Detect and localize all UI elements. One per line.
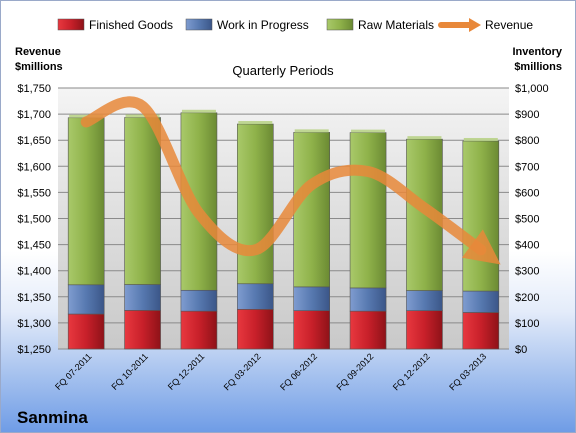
right-tick-label: $900 (515, 109, 539, 121)
bar-raw-materials (462, 140, 500, 292)
bar-top-cap (407, 136, 442, 140)
bar-work-in-progress (349, 287, 387, 312)
left-tick-label: $1,700 (17, 109, 51, 121)
left-axis-label-line2: $millions (15, 61, 63, 73)
bar-top-cap (351, 129, 386, 133)
left-tick-label: $1,600 (17, 161, 51, 173)
left-tick-label: $1,450 (17, 240, 51, 252)
chart-title: Quarterly Periods (232, 63, 334, 78)
bar-top-cap (463, 137, 498, 141)
x-tick-label: FQ 09-2012 (334, 351, 375, 392)
left-tick-label: $1,650 (17, 135, 51, 147)
legend-arrow-icon (469, 18, 481, 32)
bar-finished-goods (237, 309, 274, 350)
x-tick-label: FQ 10-2011 (109, 351, 150, 392)
left-tick-label: $1,350 (17, 292, 51, 304)
bar-top-cap (238, 121, 273, 125)
left-tick-label: $1,500 (17, 214, 51, 226)
bar-raw-materials (293, 132, 330, 288)
legend-swatch (57, 18, 85, 31)
x-axis-ticks: FQ 07-2011 FQ 10-2011 FQ 12-2011 FQ 03-2012… (53, 351, 488, 392)
bar-work-in-progress (293, 286, 330, 311)
bar-raw-materials (349, 132, 387, 289)
bar-work-in-progress (237, 283, 274, 310)
bar-raw-materials (67, 117, 105, 286)
bar-work-in-progress (462, 290, 500, 313)
left-tick-label: $1,400 (17, 266, 51, 278)
company-name: Sanmina (17, 408, 88, 427)
bar-finished-goods (406, 310, 443, 350)
x-tick-label: FQ 03-2013 (447, 351, 488, 392)
bar-raw-materials (237, 123, 274, 285)
left-axis-ticks: $1,250 $1,300 $1,350 $1,400 $1,450 $1,500 $1,5… (17, 83, 51, 356)
x-tick-label: FQ 12-2011 (166, 351, 207, 392)
left-tick-label: $1,750 (17, 83, 51, 95)
right-axis-label-line2: $millions (514, 61, 562, 73)
left-axis-label-line1: Revenue (15, 46, 61, 58)
bar-top-cap (294, 129, 329, 133)
legend-label: Raw Materials (358, 18, 434, 32)
bar-finished-goods (349, 310, 387, 350)
x-tick-label: FQ 07-2011 (53, 351, 94, 392)
bar-raw-materials (124, 117, 161, 285)
bar-top-cap (181, 109, 216, 113)
right-tick-label: $700 (515, 161, 539, 173)
legend-swatch (185, 18, 213, 31)
right-tick-label: $800 (515, 135, 539, 147)
bar-finished-goods (67, 313, 105, 350)
bar-finished-goods (293, 310, 330, 350)
bar-work-in-progress (67, 284, 105, 315)
right-tick-label: $1,000 (515, 83, 549, 95)
right-tick-label: $0 (515, 344, 527, 356)
legend-label: Work in Progress (217, 18, 309, 32)
bar-finished-goods (462, 312, 500, 350)
revenue-line-group (80, 96, 501, 265)
left-tick-label: $1,550 (17, 187, 51, 199)
right-tick-label: $400 (515, 240, 539, 252)
right-axis-ticks: $0 $100 $200 $300 $400 $500 $600 $700 $800 $900 $1… (515, 83, 549, 356)
chart-legend: Finished Goods Work in Progress Raw Materi… (57, 18, 533, 32)
x-tick-label: FQ 06-2012 (278, 351, 319, 392)
legend-label: Revenue (485, 18, 533, 32)
left-tick-label: $1,300 (17, 318, 51, 330)
bar-finished-goods (180, 310, 218, 350)
bar-work-in-progress (180, 289, 218, 312)
legend-swatch (326, 18, 354, 31)
right-axis-label-line1: Inventory (512, 46, 562, 58)
x-tick-label: FQ 03-2012 (222, 351, 263, 392)
bars-group (67, 109, 500, 350)
bar-finished-goods (124, 310, 161, 350)
right-tick-label: $500 (515, 214, 539, 226)
legend-label: Finished Goods (89, 18, 173, 32)
bar-work-in-progress (406, 290, 443, 311)
x-tick-label: FQ 12-2012 (391, 351, 432, 392)
bar-top-cap (125, 114, 160, 118)
left-tick-label: $1,250 (17, 344, 51, 356)
right-tick-label: $200 (515, 292, 539, 304)
right-tick-label: $600 (515, 187, 539, 199)
right-tick-label: $300 (515, 266, 539, 278)
bar-work-in-progress (124, 284, 161, 311)
revenue-line (80, 96, 501, 265)
right-tick-label: $100 (515, 318, 539, 330)
